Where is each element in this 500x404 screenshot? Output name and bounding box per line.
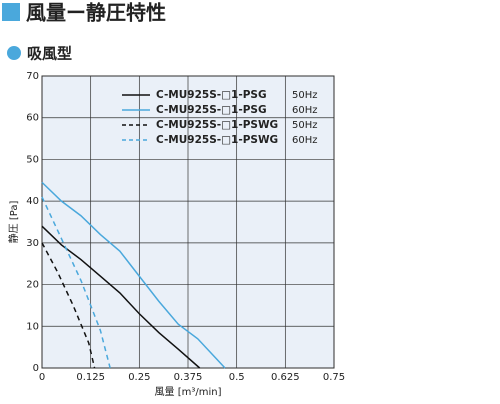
x-tick-label: 0.625 (271, 372, 300, 383)
subtitle-icon (7, 46, 21, 60)
legend-label: C-MU925S-□1-PSG (156, 104, 267, 116)
legend-frequency: 50Hz (292, 120, 318, 131)
line (41, 242, 96, 369)
y-tick-label: 20 (26, 280, 39, 291)
x-tick-label: 0.375 (174, 372, 203, 383)
legend-frequency: 60Hz (292, 105, 318, 116)
legend-frequency: 60Hz (292, 135, 318, 146)
legend-frequency: 50Hz (292, 90, 318, 101)
x-axis-label: 風量 [m³/min] (155, 386, 222, 398)
line (41, 196, 111, 369)
x-tick-label: 0 (39, 372, 45, 383)
y-tick-label: 50 (26, 154, 39, 165)
y-tick-label: 0 (33, 363, 39, 374)
y-axis-label: 静圧 [Pa] (7, 201, 20, 244)
y-tick-label: 30 (26, 238, 39, 249)
x-tick-label: 0.75 (323, 372, 345, 383)
x-tick-label: 0.125 (76, 372, 105, 383)
legend-label: C-MU925S-□1-PSWG (156, 119, 278, 131)
legend-label: C-MU925S-□1-PSWG (156, 134, 278, 146)
y-tick-label: 40 (26, 196, 39, 207)
title-icon (2, 3, 20, 21)
y-tick-label: 70 (26, 71, 39, 82)
title: 風量ー静圧特性 (26, 1, 166, 25)
y-tick-label: 10 (26, 321, 39, 332)
line (41, 181, 226, 369)
line (41, 225, 201, 369)
x-tick-label: 0.5 (229, 372, 245, 383)
y-tick-label: 60 (26, 113, 39, 124)
x-tick-label: 0.25 (128, 372, 150, 383)
subtitle: 吸風型 (27, 45, 72, 63)
legend-label: C-MU925S-□1-PSG (156, 89, 267, 101)
